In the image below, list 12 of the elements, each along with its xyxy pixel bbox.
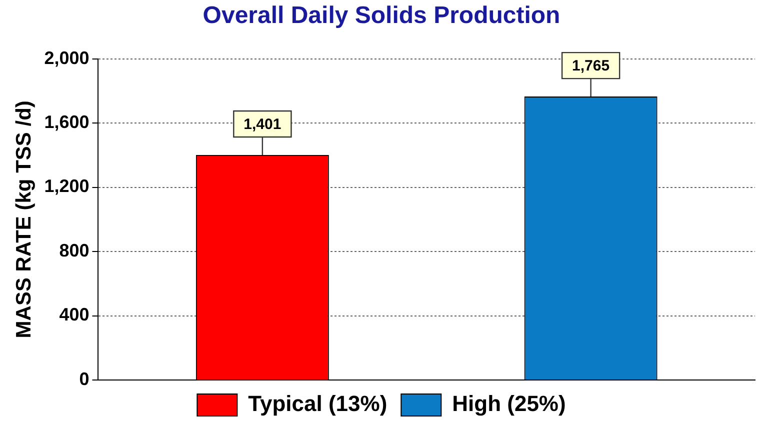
y-tick-label: 400 [59, 304, 90, 325]
y-tick-label: 1,600 [44, 112, 90, 132]
y-tick-label: 2,000 [44, 48, 90, 68]
y-tick-label: 1,200 [44, 176, 90, 196]
legend-label: High (25%) [452, 391, 566, 416]
y-axis-title: MASS RATE (kg TSS /d) [12, 100, 36, 338]
chart-title: Overall Daily Solids Production [202, 2, 560, 30]
data-label: 1,401 [244, 116, 282, 134]
data-label: 1,765 [572, 58, 610, 75]
y-tick-label: 0 [79, 368, 90, 389]
legend-label: Typical (13%) [248, 391, 388, 416]
y-tick-label: 800 [59, 240, 90, 260]
